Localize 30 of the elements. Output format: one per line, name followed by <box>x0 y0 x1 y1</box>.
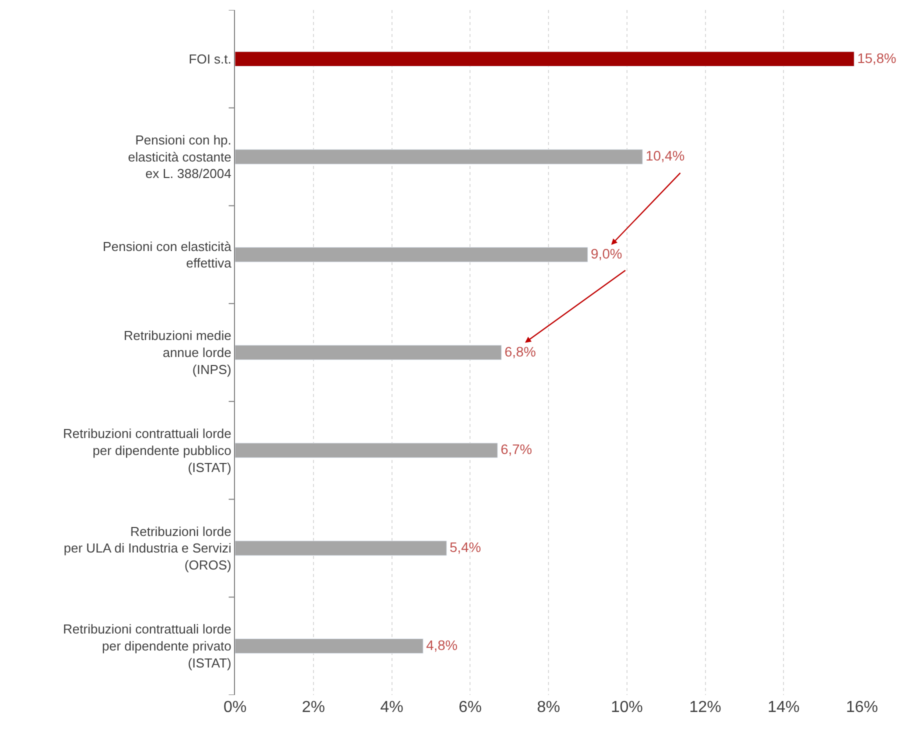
data-label: 4,8% <box>426 636 458 653</box>
x-tick-label: 14% <box>768 699 800 716</box>
bar <box>235 247 588 262</box>
x-tick-label: 16% <box>846 699 878 716</box>
data-label: 15,8% <box>857 50 896 66</box>
x-tick-label: 12% <box>689 699 722 716</box>
data-label: 5,4% <box>450 540 482 556</box>
bar <box>235 51 854 67</box>
bar <box>235 638 424 654</box>
data-label: 10,4% <box>646 148 685 164</box>
y-tick-label: Retribuzioni medie annue lorde (INPS) <box>124 328 232 377</box>
y-tick-label: FOI s.t. <box>188 51 232 66</box>
data-label: 9,0% <box>590 246 622 262</box>
data-label: 6,7% <box>500 441 532 458</box>
y-tick-label: Retribuzioni contrattuali lorde per dipendente pubblico (ISTAT) <box>63 426 232 475</box>
data-label: 6,8% <box>504 343 536 360</box>
x-tick-label: 10% <box>610 699 643 716</box>
y-tick-label: Pensioni con elasticità effettiva <box>102 238 232 271</box>
x-tick-label: 8% <box>536 699 560 716</box>
y-tick-label: Retribuzioni contrattuali lorde per dipendente privato (ISTAT) <box>63 622 232 671</box>
y-tick-label: Pensioni con hp. elasticità costante ex L. 388/2004 <box>128 132 232 182</box>
x-tick-label: 2% <box>302 699 325 716</box>
bar <box>235 442 498 458</box>
bar <box>235 540 447 556</box>
x-tick-label: 6% <box>458 699 482 716</box>
bar <box>235 344 502 360</box>
x-tick-label: 4% <box>380 699 404 716</box>
y-tick-label: Retribuzioni lorde per ULA di Industria e Servizi (OROS) <box>64 524 232 573</box>
bar <box>235 149 643 164</box>
x-tick-label: 0% <box>223 699 247 716</box>
